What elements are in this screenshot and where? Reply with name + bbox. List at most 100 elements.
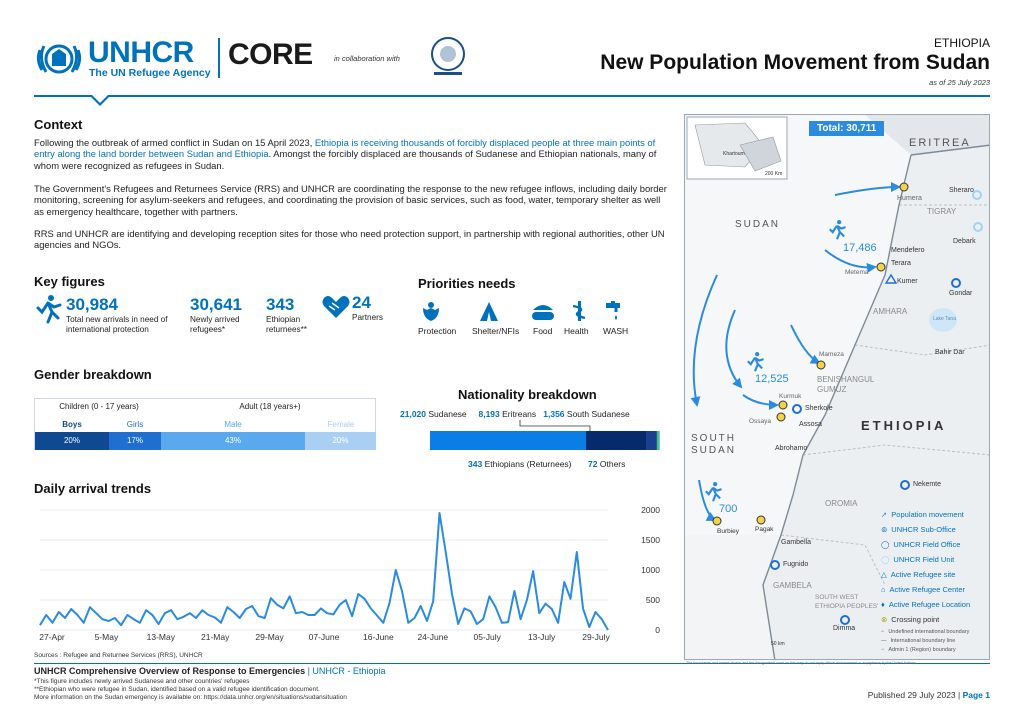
eth-value: 343 [468,459,483,469]
others-value: 72 [588,459,598,469]
x-tick-label: 27-Apr [39,632,65,642]
region-gambela: GAMBELA [773,581,812,590]
legend-label: Active Refugee Location [888,600,971,609]
map-total-badge: Total: 30,711 [809,121,885,136]
label-south-sudan: SOUTH SUDAN [691,433,737,456]
header-notch-inner [92,95,108,103]
place-gambella: Gambella [781,539,811,546]
kf-partners-label: Partners [352,313,383,322]
kf-refugees-value: 30,641 [190,295,242,314]
legend-sub-office: ⊚ UNHCR Sub-Office [881,525,956,534]
kf-refugees-label: Newly arrived refugees* [190,315,240,334]
person-running-icon [36,295,62,324]
priority-protection: Protection [418,326,457,336]
map-base [685,115,989,659]
sudanese-value: 21,020 [400,409,426,419]
ss-label: South Sudanese [566,409,630,419]
published-line: Published 29 July 2023 | Page 1 [868,690,990,700]
nat-bar-sudanese [430,431,587,450]
footnote-2: **Ethiopian who were refugee in Sudan, i… [34,686,320,693]
label-sudan: SUDAN [735,219,781,230]
legend-label: Admin 1 (Region) boundary [888,646,956,653]
legend-label: UNHCR Field Unit [893,555,955,564]
place-kumer: Kumer [897,278,918,285]
legend-label: UNHCR Sub-Office [891,525,956,534]
sources-text: Sources : Refugee and Returnee Services … [34,652,203,659]
place-dimma: Dimma [833,625,856,632]
context-heading: Context [34,117,83,132]
label-ethiopia: ETHIOPIA [861,418,947,433]
adult-header: Adult (18 years+) [239,402,301,411]
y-tick-label: 1500 [641,535,660,545]
priority-food: Food [533,326,553,336]
place-assosa: Assosa [799,421,822,428]
nat-top-labels: 21,020 Sudanese 8,193 Eritreans 1,356 So… [400,409,630,419]
org-subtitle: The UN Refugee Agency [89,67,211,79]
x-tick-label: 29-May [255,632,284,642]
key-figures-heading: Key figures [34,274,105,289]
map-disclaimer: The boundaries and names shown and the d… [686,661,918,665]
kf-total-label: Total new arrivals in need of internatio… [66,315,168,334]
eritreans-value: 8,193 [478,409,500,419]
kf-total-value: 30,984 [66,295,118,314]
footnote-1: *This figure includes newly arrived Suda… [34,678,250,685]
nat-bar-eritreans [586,431,647,450]
place-burbiey: Burbiey [717,528,740,535]
y-tick-label: 1000 [641,565,660,575]
legend-field-office: ◯ UNHCR Field Office [881,540,961,549]
flow-south-value: 700 [719,503,738,515]
org-name: UNHCR [88,36,194,69]
place-kurmuk: Kurmuk [779,393,802,400]
girls-label: Girls [126,420,144,429]
x-tick-label: 29-July [582,632,610,642]
legend-refugee-center: ⌂ Active Refugee Center [881,585,965,594]
boys-bar: 20% [35,432,109,450]
legend-admin-boundary: ┈ Admin 1 (Region) boundary [881,646,956,653]
female-label: Female [327,420,355,429]
place-fugnido: Fugnido [783,561,809,568]
priority-wash: WASH [603,326,629,336]
wash-icon [606,301,620,320]
place-metema: Metema [845,269,869,276]
header-rule [34,95,990,97]
nat-bar-others [659,431,660,450]
collab-text: in collaboration with [334,54,400,63]
nat-bar-south-sudanese [646,431,657,450]
inset-khartoum: Khartoum [723,151,745,157]
x-tick-label: 24-June [417,632,448,642]
x-tick-label: 05-July [473,632,501,642]
ss-value: 1,356 [543,409,565,419]
place-nekemte: Nekemte [913,481,942,488]
footer-rule [34,663,990,664]
chart-title: Daily arrival trends [34,481,152,496]
kf-partners-value: 24 [352,293,371,312]
flow-north-value: 17,486 [843,242,877,254]
page-title: New Population Movement from Sudan [600,51,990,74]
nationality-heading: Nationality breakdown [458,387,597,402]
x-tick-label: 5-May [95,632,119,642]
legend-label: Active Refugee site [890,570,956,579]
girls-bar: 17% [109,432,161,450]
male-label: Male [224,420,242,429]
footnote-3: More information on the Sudan emergency … [34,694,347,701]
context-highlight: Ethiopia is receiving thousands of forci… [34,137,656,160]
map-legend: ➚ Population movement ⊚ UNHCR Sub-Office ◯… [881,507,989,654]
others-label: Others [599,459,626,469]
map-panel: Khartoum 200 Km Total: 30,711 ERITREA SU… [684,114,990,660]
context-paragraph-3: RRS and UNHCR are identifying and develo… [34,228,665,251]
daily-arrivals-chart: 0 500 1000 1500 2000 27-Apr 5-May 13-May 21-May 2… [39,505,660,642]
eritreans-label: Eritreans [502,409,537,419]
context-text: Following the outbreak of armed conflict… [34,137,315,148]
girls-pct: 17% [126,436,143,445]
inset-scale: 200 Km [765,171,783,177]
children-header: Children (0 - 17 years) [59,402,139,411]
priority-health: Health [564,326,589,336]
place-gondar: Gondar [949,290,973,297]
footer-title-main: UNHCR Comprehensive Overview of Response… [34,666,306,676]
nat-bottom-labels: 343 Ethiopians (Returnees) 72 Others [468,459,625,469]
rrs-logo [431,37,465,75]
gender-heading: Gender breakdown [34,367,152,382]
place-bahir-dar: Bahir Dar [935,349,965,356]
region-tigray: TIGRAY [927,207,957,216]
legend-field-unit: ◯ UNHCR Field Unit [881,555,955,564]
